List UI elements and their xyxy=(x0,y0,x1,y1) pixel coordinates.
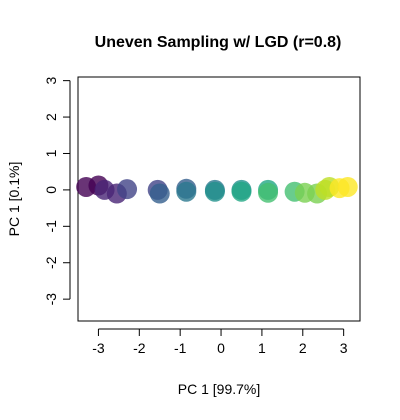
data-point xyxy=(176,181,197,202)
x-tick-label: -1 xyxy=(174,340,187,356)
x-tick-label: 0 xyxy=(217,340,225,356)
y-tick-label: -2 xyxy=(43,256,59,269)
y-tick-label: 1 xyxy=(43,149,59,157)
points-layer xyxy=(76,175,358,204)
y-tick-label: 3 xyxy=(43,77,59,85)
plot-area-frame xyxy=(77,76,361,322)
data-point xyxy=(231,181,252,202)
y-tick-label: 0 xyxy=(43,186,59,194)
x-tick-label: -2 xyxy=(133,340,146,356)
y-tick-label: -1 xyxy=(43,220,59,233)
y-tick-label: 2 xyxy=(43,113,59,121)
x-tick-label: -3 xyxy=(92,340,105,356)
x-tick-label: 2 xyxy=(299,340,307,356)
data-point xyxy=(117,179,138,200)
y-axis-label: PC 1 [0.1%] xyxy=(6,162,22,237)
x-tick-label: 3 xyxy=(340,340,348,356)
x-tick-label: 1 xyxy=(258,340,266,356)
data-point xyxy=(204,181,225,202)
data-point xyxy=(149,183,170,204)
x-axis-label: PC 1 [99.7%] xyxy=(178,381,261,397)
data-point xyxy=(337,176,358,197)
y-axis: -3 -2 -1 0 1 2 3 xyxy=(43,77,71,306)
data-point xyxy=(258,182,279,203)
y-tick-label: -3 xyxy=(43,293,59,306)
x-axis: -3 -2 -1 0 1 2 3 xyxy=(92,328,348,356)
chart-title: Uneven Sampling w/ LGD (r=0.8) xyxy=(95,34,342,51)
